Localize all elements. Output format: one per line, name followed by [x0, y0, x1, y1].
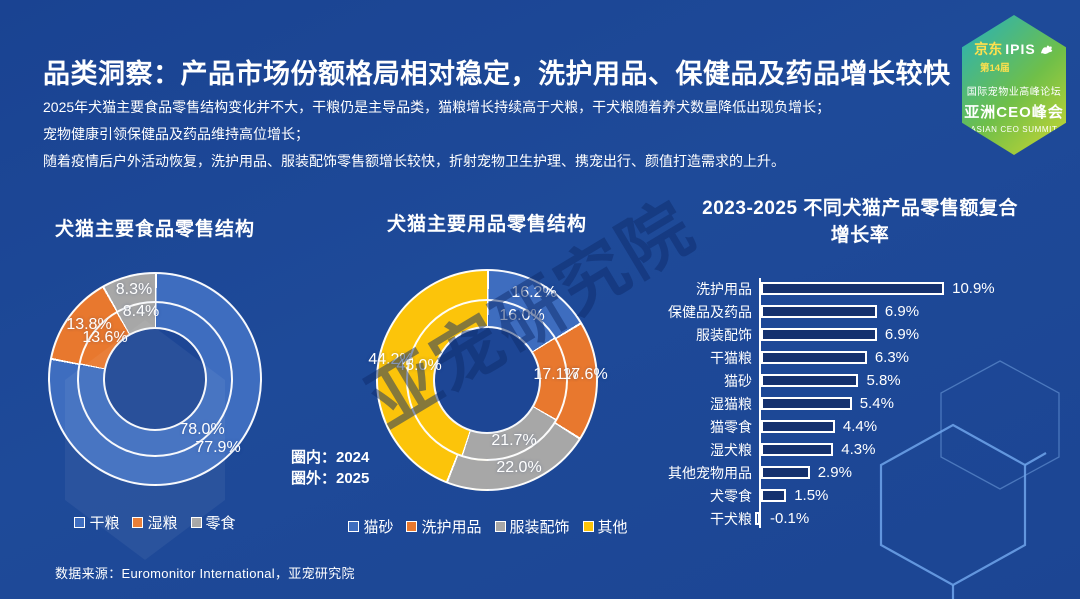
- legend-label: 服装配饰: [509, 519, 570, 536]
- donut-supplies-legend: 猫砂 洗护用品 服装配饰 其他: [348, 516, 628, 537]
- legend-label: 猫砂: [363, 519, 394, 536]
- ring-note: 圈内：2024 圈外：2025: [291, 447, 369, 489]
- donut-value-label: 8.4%: [122, 303, 160, 320]
- donut-food-hole: [102, 326, 208, 432]
- bar: [755, 512, 760, 525]
- legend-label: 其他: [597, 519, 628, 536]
- legend-label: 洗护用品: [421, 519, 482, 536]
- badge-edition: 第14届: [980, 63, 1010, 74]
- donut-value-label: 77.9%: [195, 439, 241, 456]
- donut-food-legend: 干粮 湿粮 零食: [40, 512, 270, 533]
- badge-forum-name: 国际宠物业高峰论坛: [966, 87, 1062, 98]
- bar-value-label: 2.9%: [817, 464, 852, 481]
- legend-color-swatch: [582, 521, 594, 532]
- description-block: 2025年犬猫主要食品零售结构变化并不大，干粮仍是主导品类，猫粮增长持续高于犬粮…: [43, 94, 943, 175]
- bar: [761, 305, 877, 318]
- bar: [761, 420, 835, 433]
- donut-value-label: 21.7%: [491, 432, 537, 449]
- legend-item: 洗护用品: [406, 516, 482, 537]
- bar-category-label: 服装配饰: [696, 327, 752, 343]
- donut-value-label: 16.0%: [499, 307, 545, 324]
- bar-chart-title: 2023-2025 不同犬猫产品零售额复合 增长率: [702, 198, 1018, 246]
- bar-chart-cagr: 洗护用品 10.9% 保健品及药品 6.9% 服装配饰 6.9% 干猫粮 6.3% 猫砂 5.8%…: [640, 270, 1080, 545]
- legend-item: 湿粮: [132, 512, 178, 533]
- legend-color-swatch: [74, 517, 86, 528]
- bar: [761, 351, 867, 364]
- bar-category-label: 猫砂: [724, 373, 752, 389]
- bar: [761, 282, 945, 295]
- legend-item: 干粮: [74, 512, 119, 533]
- page-title: 品类洞察：产品市场份额格局相对稳定，洗护用品、保健品及药品增长较快: [43, 59, 951, 90]
- badge-summit-en: ASIAN CEO SUMMIT: [970, 125, 1058, 134]
- donut-value-label: 8.3%: [115, 281, 153, 298]
- bar: [761, 443, 834, 456]
- bar-value-label: 10.9%: [952, 280, 995, 297]
- pet-logo-icon: [1040, 45, 1052, 54]
- legend-item: 其他: [582, 516, 628, 537]
- bar: [761, 489, 787, 502]
- donut-food-title: 犬猫主要食品零售结构: [54, 219, 255, 240]
- bar-value-label: 6.3%: [874, 349, 910, 366]
- description-line: 2025年犬猫主要食品零售结构变化并不大，干粮仍是主导品类，猫粮增长持续高于犬粮…: [43, 99, 831, 115]
- bar-category-label: 湿猫粮: [710, 396, 752, 412]
- donut-value-label: 45.0%: [396, 357, 442, 374]
- bar-chart-axis: [759, 278, 761, 528]
- donut-value-label: 17.6%: [562, 366, 608, 383]
- jd-logo: 京东: [974, 41, 1003, 57]
- bar-value-label: 6.9%: [884, 303, 920, 320]
- hexagon-decoration: [879, 360, 1060, 599]
- bar: [761, 466, 810, 479]
- legend-item: 服装配饰: [494, 516, 570, 537]
- bar-value-label: 5.8%: [866, 372, 901, 389]
- legend-label: 零食: [205, 515, 236, 532]
- bar-value-label: 5.4%: [859, 395, 894, 412]
- bar-category-label: 保健品及药品: [668, 304, 752, 320]
- description-line: 宠物健康引领保健品及药品维持高位增长；: [43, 126, 309, 142]
- event-badge: 京东 IPIS 第14届 国际宠物业高峰论坛 亚洲CEO峰会 ASIAN CEO…: [962, 15, 1066, 155]
- ring-note-outer: 圈外：2025: [291, 470, 370, 487]
- bar-value-label: 6.9%: [884, 326, 920, 343]
- ring-note-inner: 圈内：2024: [291, 449, 370, 466]
- donut-value-label: 44.2%: [368, 351, 414, 368]
- donut-value-label: 17.1%: [533, 366, 579, 383]
- legend-color-swatch: [406, 521, 418, 532]
- bar-category-label: 猫零食: [710, 419, 752, 435]
- description-line: 随着疫情后户外活动恢复，洗护用品、服装配饰零售额增长较快，折射宠物卫生护理、携宠…: [43, 153, 785, 169]
- data-source: 数据来源：Euromonitor International，亚宠研究院: [55, 566, 355, 581]
- bar-value-label: 1.5%: [794, 487, 829, 504]
- bar-category-label: 洗护用品: [696, 281, 752, 297]
- bar-value-label: -0.1%: [770, 510, 810, 527]
- ipis-logo: IPIS: [1005, 41, 1036, 57]
- donut-supplies-title: 犬猫主要用品零售结构: [386, 214, 587, 235]
- bar-value-label: 4.4%: [842, 418, 878, 435]
- legend-color-swatch: [494, 521, 506, 532]
- legend-label: 干粮: [89, 515, 120, 532]
- bar-category-label: 干猫粮: [710, 350, 752, 366]
- bar-category-label: 干犬粮: [710, 511, 752, 527]
- bar-category-label: 其他宠物用品: [668, 465, 752, 481]
- legend-color-swatch: [348, 521, 360, 532]
- donut-value-label: 78.0%: [179, 421, 225, 438]
- donut-value-label: 13.8%: [66, 316, 112, 333]
- badge-summit-cn: 亚洲CEO峰会: [964, 104, 1064, 121]
- bar-category-label: 湿犬粮: [710, 442, 752, 458]
- bar: [761, 374, 859, 387]
- donut-value-label: 22.0%: [496, 459, 542, 476]
- legend-item: 猫砂: [348, 516, 393, 537]
- legend-label: 湿粮: [147, 515, 178, 532]
- legend-color-swatch: [132, 517, 144, 528]
- bar-value-label: 4.3%: [841, 441, 876, 458]
- donut-chart-food: 8.3% 8.4% 13.8% 13.6% 78.0% 77.9%: [48, 272, 262, 486]
- legend-item: 零食: [190, 512, 236, 533]
- bar-category-label: 犬零食: [710, 488, 752, 504]
- donut-value-label: 16.2%: [511, 284, 557, 301]
- donut-value-label: 13.6%: [82, 329, 128, 346]
- bar: [761, 397, 852, 410]
- bar: [761, 328, 877, 341]
- donut-supplies-hole: [433, 326, 541, 434]
- donut-chart-supplies: 16.2% 16.0% 17.1% 17.6% 21.7% 22.0% 44.2% 45.0%: [368, 269, 608, 491]
- legend-color-swatch: [190, 517, 202, 528]
